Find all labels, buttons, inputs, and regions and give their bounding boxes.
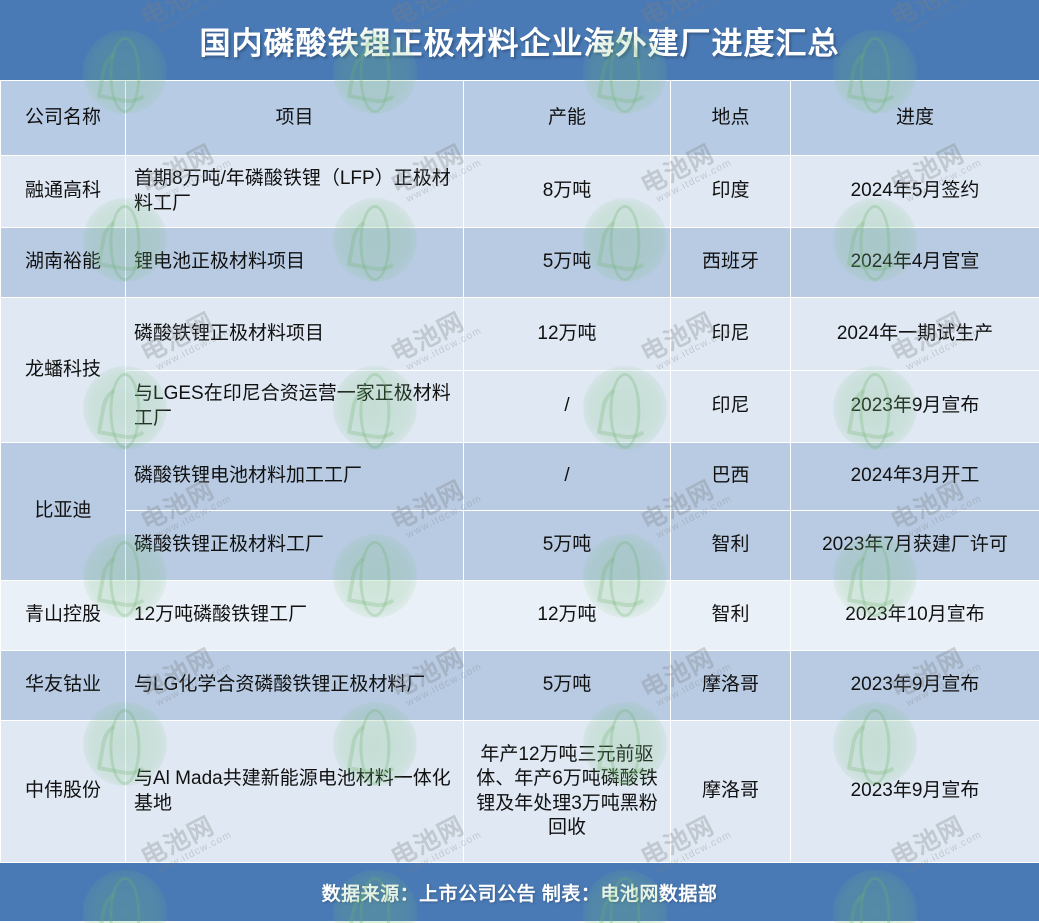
table-row: 青山控股 12万吨磷酸铁锂工厂 12万吨 智利 2023年10月宣布: [0, 580, 1039, 651]
cell-location: 巴西: [670, 442, 791, 511]
cell-location: 摩洛哥: [670, 650, 791, 721]
cell-progress: 2024年一期试生产: [790, 297, 1039, 371]
table-row: 融通高科 首期8万吨/年磷酸铁锂（LFP）正极材料工厂 8万吨 印度 2024年5月签约: [0, 155, 1039, 228]
column-header-company: 公司名称: [0, 80, 126, 156]
table-row: 比亚迪 磷酸铁锂电池材料加工工厂 / 巴西 2024年3月开工: [0, 442, 1039, 581]
cell-project: 磷酸铁锂电池材料加工工厂: [125, 442, 464, 511]
overseas-plant-progress-table: 公司名称 项目 产能 地点 进度 融通高科 首期8万吨/年磷酸铁锂（LFP）正极材…: [0, 80, 1039, 863]
cell-capacity: 12万吨: [463, 297, 671, 371]
cell-project: 首期8万吨/年磷酸铁锂（LFP）正极材料工厂: [125, 155, 464, 228]
table-container: 公司名称 项目 产能 地点 进度 融通高科 首期8万吨/年磷酸铁锂（LFP）正极材…: [0, 80, 1039, 863]
cell-location: 摩洛哥: [670, 720, 791, 863]
cell-location: 西班牙: [670, 227, 791, 298]
cell-project: 磷酸铁锂正极材料项目: [125, 297, 464, 371]
header-row: 公司名称 项目 产能 地点 进度: [0, 80, 1039, 156]
column-header-progress: 进度: [790, 80, 1039, 156]
column-header-location: 地点: [670, 80, 791, 156]
cell-company: 中伟股份: [0, 720, 126, 863]
table-row: 磷酸铁锂正极材料工厂 5万吨 智利 2023年7月获建厂许可: [1, 510, 1039, 581]
cell-company: 融通高科: [0, 155, 126, 228]
cell-progress: 2023年9月宣布: [790, 370, 1039, 443]
cell-project: 12万吨磷酸铁锂工厂: [125, 580, 464, 651]
table-row: 龙蟠科技 磷酸铁锂正极材料项目 12万吨 印尼 2024年一期试生产: [0, 297, 1039, 443]
footer-banner: 数据来源：上市公司公告 制表：电池网数据部: [0, 863, 1039, 921]
cell-project: 与Al Mada共建新能源电池材料一体化基地: [125, 720, 464, 863]
cell-location: 智利: [670, 510, 791, 581]
page-title: 国内磷酸铁锂正极材料企业海外建厂进度汇总: [199, 25, 840, 61]
title-banner: 国内磷酸铁锂正极材料企业海外建厂进度汇总: [0, 0, 1039, 80]
column-header-capacity: 产能: [463, 80, 671, 156]
cell-capacity: 12万吨: [463, 580, 671, 651]
cell-progress: 2023年9月宣布: [790, 720, 1039, 863]
cell-capacity: 5万吨: [463, 510, 671, 581]
cell-capacity: 5万吨: [463, 227, 671, 298]
column-header-project: 项目: [125, 80, 464, 156]
cell-progress: 2024年4月官宣: [790, 227, 1039, 298]
cell-project: 与LGES在印尼合资运营一家正极材料工厂: [125, 370, 464, 443]
source-note: 数据来源：上市公司公告 制表：电池网数据部: [321, 883, 718, 905]
cell-progress: 2024年3月开工: [790, 442, 1039, 511]
cell-location: 印尼: [670, 297, 791, 371]
table-header: 公司名称 项目 产能 地点 进度: [0, 80, 1039, 156]
cell-project: 锂电池正极材料项目: [125, 227, 464, 298]
cell-capacity: 年产12万吨三元前驱体、年产6万吨磷酸铁锂及年处理3万吨黑粉回收: [463, 720, 671, 863]
cell-company: 比亚迪: [0, 442, 126, 581]
cell-progress: 2023年7月获建厂许可: [790, 510, 1039, 581]
cell-progress: 2023年10月宣布: [790, 580, 1039, 651]
cell-capacity: /: [463, 442, 671, 511]
cell-capacity: 5万吨: [463, 650, 671, 721]
table-row: 华友钴业 与LG化学合资磷酸铁锂正极材料厂 5万吨 摩洛哥 2023年9月宣布: [0, 650, 1039, 721]
cell-company: 龙蟠科技: [0, 297, 126, 443]
table-row: 中伟股份 与Al Mada共建新能源电池材料一体化基地 年产12万吨三元前驱体、年产…: [0, 720, 1039, 863]
cell-location: 印度: [670, 155, 791, 228]
table-body: 融通高科 首期8万吨/年磷酸铁锂（LFP）正极材料工厂 8万吨 印度 2024年5月签约…: [0, 155, 1039, 863]
cell-company: 湖南裕能: [0, 227, 126, 298]
cell-company: 青山控股: [0, 580, 126, 651]
cell-capacity: /: [463, 370, 671, 443]
table-row: 湖南裕能 锂电池正极材料项目 5万吨 西班牙 2024年4月官宣: [0, 227, 1039, 298]
cell-project: 与LG化学合资磷酸铁锂正极材料厂: [125, 650, 464, 721]
cell-location: 印尼: [670, 370, 791, 443]
cell-progress: 2023年9月宣布: [790, 650, 1039, 721]
cell-company: 华友钴业: [0, 650, 126, 721]
cell-capacity: 8万吨: [463, 155, 671, 228]
cell-project: 磷酸铁锂正极材料工厂: [125, 510, 464, 581]
cell-progress: 2024年5月签约: [790, 155, 1039, 228]
cell-location: 智利: [670, 580, 791, 651]
table-row: 与LGES在印尼合资运营一家正极材料工厂 / 印尼 2023年9月宣布: [1, 370, 1039, 443]
